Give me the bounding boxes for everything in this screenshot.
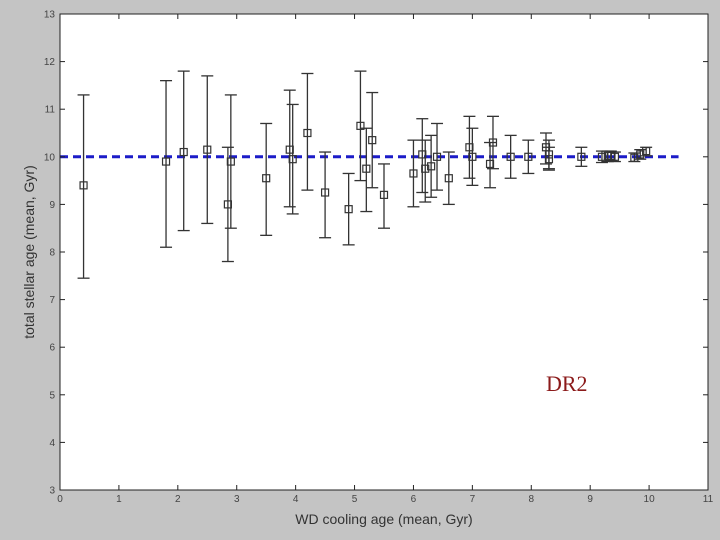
square-marker bbox=[303, 128, 312, 138]
x-tick-label: 8 bbox=[528, 494, 534, 505]
square-marker bbox=[468, 152, 477, 161]
data-point bbox=[419, 139, 432, 203]
x-tick-label: 2 bbox=[175, 494, 181, 505]
square-marker bbox=[226, 157, 235, 166]
data-point bbox=[177, 70, 190, 232]
x-tick-label: 6 bbox=[411, 494, 417, 505]
data-point bbox=[301, 72, 314, 191]
data-point bbox=[378, 163, 390, 229]
square-marker bbox=[356, 121, 365, 130]
square-marker bbox=[161, 157, 171, 166]
square-marker bbox=[79, 181, 88, 190]
x-axis-label: WD cooling age (mean, Gyr) bbox=[295, 511, 472, 527]
data-point bbox=[201, 75, 214, 225]
square-marker bbox=[610, 152, 620, 161]
square-marker bbox=[597, 152, 607, 161]
square-marker bbox=[344, 205, 353, 214]
x-tick-label: 9 bbox=[587, 494, 593, 505]
y-tick-label: 11 bbox=[45, 105, 56, 116]
y-tick-label: 6 bbox=[49, 343, 55, 354]
data-point bbox=[360, 127, 373, 213]
data-point bbox=[260, 122, 273, 236]
data-point bbox=[466, 127, 479, 187]
data-point bbox=[486, 115, 499, 170]
dr2-annotation: DR2 bbox=[546, 371, 588, 396]
square-marker bbox=[262, 174, 271, 183]
data-point bbox=[542, 146, 555, 171]
data-point bbox=[431, 122, 444, 191]
square-marker bbox=[203, 145, 212, 154]
data-point bbox=[342, 172, 355, 246]
x-tick-label: 5 bbox=[352, 494, 358, 505]
x-tick-label: 0 bbox=[57, 494, 63, 505]
y-tick-label: 4 bbox=[49, 438, 55, 449]
data-point bbox=[407, 139, 420, 208]
square-marker bbox=[506, 152, 515, 161]
data-point bbox=[504, 134, 517, 179]
data-point bbox=[522, 139, 535, 175]
square-marker bbox=[320, 188, 330, 197]
square-marker bbox=[362, 164, 371, 173]
data-point bbox=[286, 103, 299, 215]
x-tick-label: 1 bbox=[116, 494, 122, 505]
square-marker bbox=[179, 147, 188, 157]
y-axis-label: total stellar age (mean, Gyr) bbox=[21, 165, 37, 339]
square-marker bbox=[544, 155, 554, 164]
square-marker bbox=[444, 174, 453, 183]
square-marker bbox=[421, 164, 430, 173]
square-marker bbox=[288, 155, 297, 164]
data-point bbox=[463, 115, 476, 179]
y-tick-label: 9 bbox=[49, 200, 55, 211]
x-tick-label: 11 bbox=[703, 494, 714, 505]
y-tick-label: 10 bbox=[44, 152, 56, 163]
data-point bbox=[366, 91, 379, 189]
square-marker bbox=[524, 152, 533, 161]
square-marker bbox=[577, 152, 586, 161]
x-tick-label: 10 bbox=[644, 494, 656, 505]
square-marker bbox=[427, 162, 436, 171]
square-marker bbox=[488, 138, 498, 147]
data-point bbox=[319, 151, 332, 239]
y-tick-label: 3 bbox=[49, 486, 55, 497]
x-tick-label: 7 bbox=[470, 494, 476, 505]
data-point bbox=[221, 146, 234, 263]
y-tick-label: 13 bbox=[44, 10, 56, 21]
y-tick-label: 7 bbox=[49, 295, 55, 306]
square-marker bbox=[368, 136, 377, 145]
data-point bbox=[575, 146, 588, 167]
data-point bbox=[77, 94, 90, 279]
y-tick-label: 8 bbox=[49, 248, 55, 259]
square-marker bbox=[432, 152, 442, 161]
data-point bbox=[224, 94, 237, 229]
data-point bbox=[354, 70, 367, 182]
y-tick-label: 12 bbox=[44, 57, 56, 68]
square-marker bbox=[409, 169, 418, 178]
data-point bbox=[425, 134, 438, 198]
square-marker bbox=[642, 146, 651, 156]
data-point bbox=[640, 146, 653, 157]
plot-area bbox=[60, 14, 708, 490]
data-point bbox=[160, 79, 173, 248]
x-tick-label: 4 bbox=[293, 494, 299, 505]
x-tick-label: 3 bbox=[234, 494, 240, 505]
square-marker bbox=[379, 190, 389, 199]
data-point bbox=[283, 89, 296, 208]
data-point bbox=[442, 151, 455, 206]
y-tick-label: 5 bbox=[49, 390, 55, 401]
data-point bbox=[608, 151, 621, 163]
